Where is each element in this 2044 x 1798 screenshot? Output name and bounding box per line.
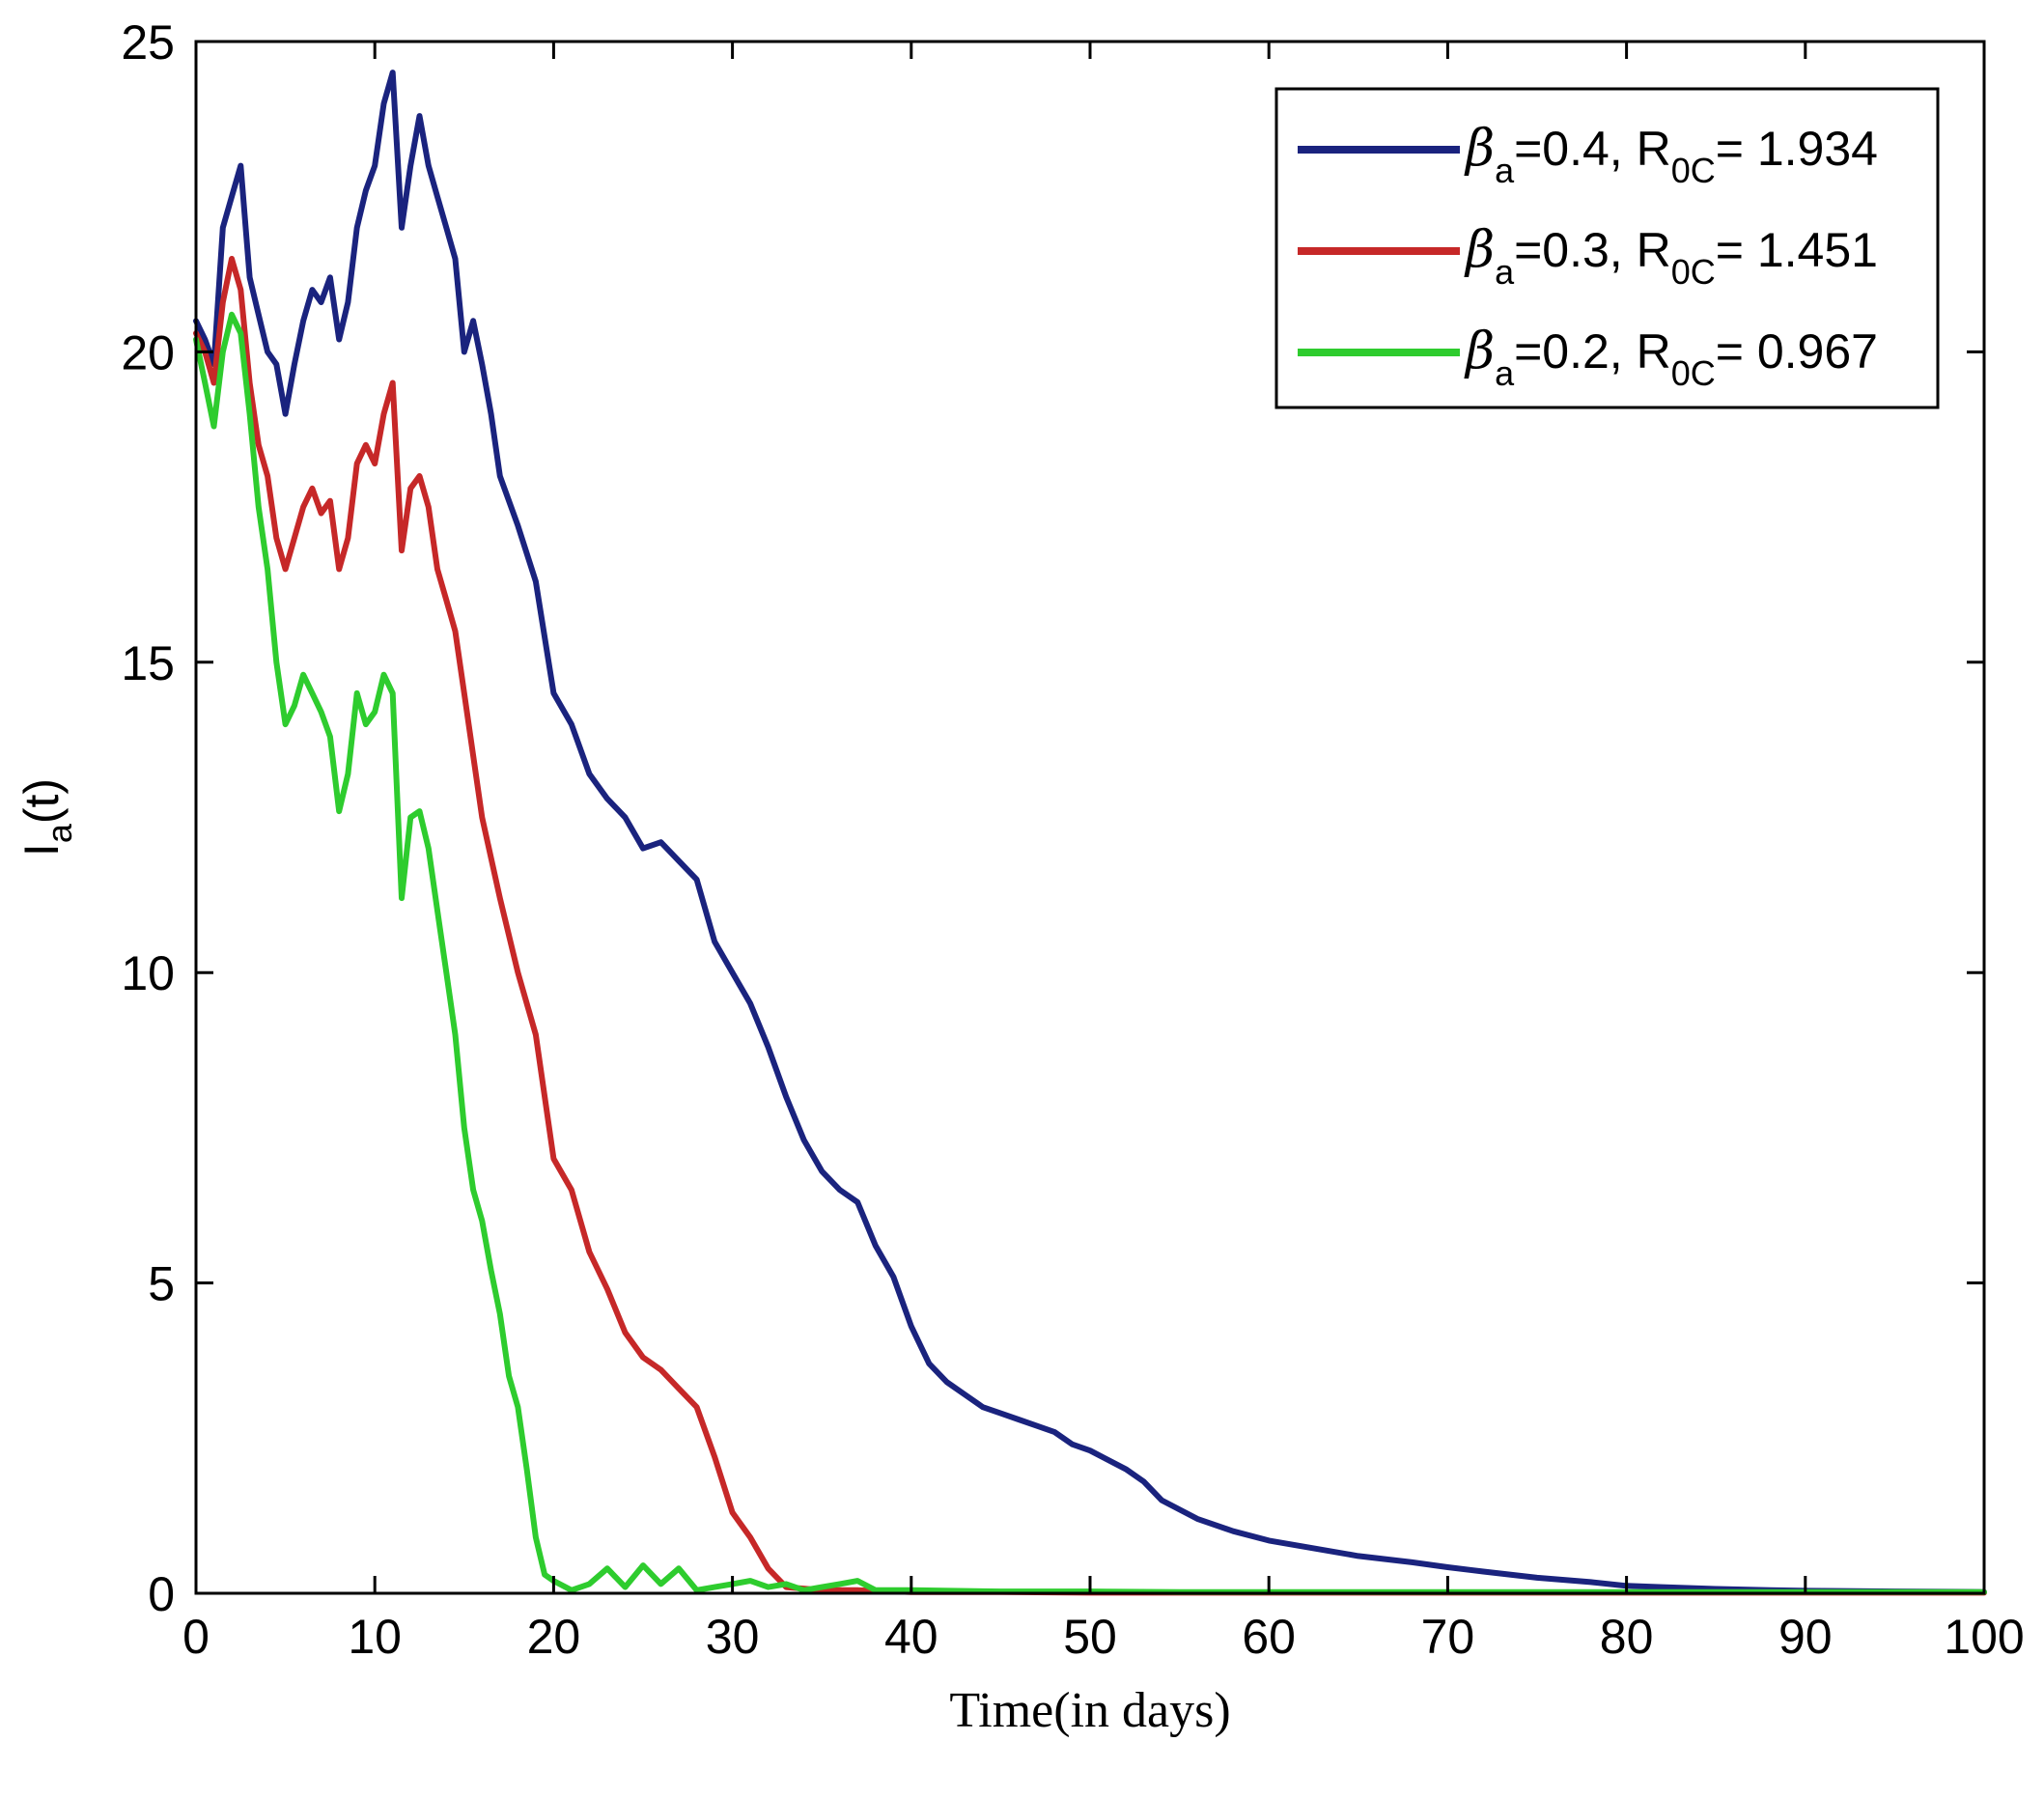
y-tick-label: 0	[148, 1567, 175, 1621]
y-axis-label-rest: (t)	[14, 778, 69, 824]
y-axis-label-sub: a	[40, 823, 79, 843]
x-tick-label: 40	[884, 1610, 938, 1664]
ticks-layer: 0 10 20 30 40 50 60 70 80 90 100 0 5 10 15 20 25	[121, 15, 2024, 1664]
x-tick-label: 80	[1600, 1610, 1654, 1664]
x-tick-label: 60	[1242, 1610, 1296, 1664]
y-tick-label: 5	[148, 1257, 175, 1311]
y-tick-label: 25	[121, 15, 175, 70]
y-tick-label: 20	[121, 325, 175, 379]
series-line-3	[193, 311, 1987, 1595]
legend: βa=0.4, R0C= 1.934 βa=0.3, R0C= 1.451 βa=0…	[1274, 87, 1940, 409]
legend-label-3: βa=0.2, R0C= 0.967	[1464, 323, 1878, 393]
legend-items: βa=0.4, R0C= 1.934 βa=0.3, R0C= 1.451 βa=0…	[1298, 120, 1878, 393]
x-tick-label: 0	[182, 1610, 210, 1664]
x-axis-label: Time(in days)	[949, 1683, 1230, 1738]
series-line-1	[193, 70, 1987, 1595]
y-tick-label: 10	[121, 946, 175, 1000]
x-tick-label: 10	[348, 1610, 402, 1664]
x-tick-label: 90	[1778, 1610, 1833, 1664]
x-tick-label: 50	[1063, 1610, 1117, 1664]
y-axis-label-main: I	[14, 843, 69, 857]
x-tick-label: 20	[527, 1610, 581, 1664]
series-layer	[193, 70, 1987, 1596]
x-tick-label: 30	[706, 1610, 760, 1664]
legend-label-1: βa=0.4, R0C= 1.934	[1464, 120, 1878, 190]
y-axis-label: Ia(t)	[14, 778, 79, 857]
x-tick-label: 100	[1944, 1610, 2024, 1664]
x-tick-label: 70	[1421, 1610, 1475, 1664]
y-tick-label: 15	[121, 636, 175, 690]
series-line-2	[193, 256, 1987, 1596]
legend-label-2: βa=0.3, R0C= 1.451	[1464, 221, 1878, 292]
